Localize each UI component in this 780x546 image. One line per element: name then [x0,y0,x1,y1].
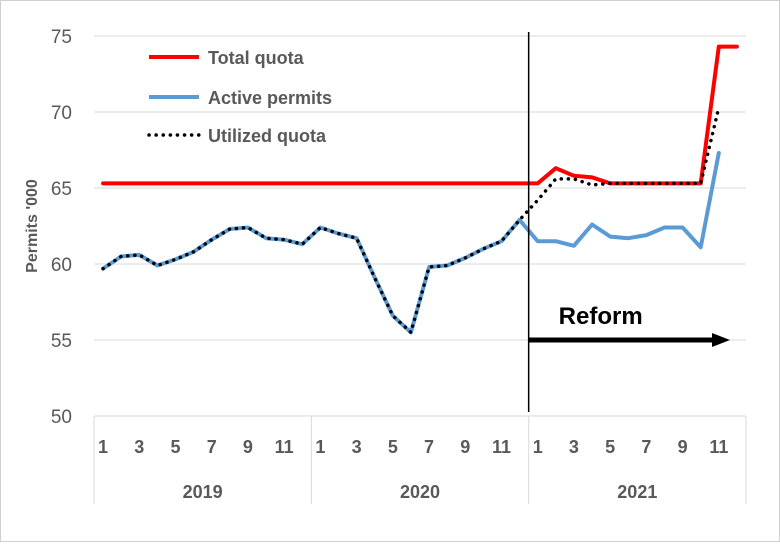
x-tick-label: 5 [605,437,615,457]
year-label: 2021 [617,482,657,502]
year-label: 2020 [400,482,440,502]
x-tick-label: 9 [243,437,253,457]
x-tick-label: 7 [207,437,217,457]
series-layer [101,44,739,335]
grid-layer [94,35,746,417]
legend-total-quota-label: Total quota [208,48,305,68]
x-tick-label: 5 [388,437,398,457]
x-tick-label: 5 [170,437,180,457]
y-tick-label: 55 [51,331,72,352]
y-tick-label: 60 [51,255,72,276]
x-tick-label: 11 [709,437,728,457]
y-tick-label: 65 [51,179,72,200]
annotation-layer: Reform [527,32,730,412]
x-tick-label: 1 [315,437,325,457]
y-tick-label: 50 [51,407,72,428]
x-tick-label: 9 [460,437,470,457]
y-tick-label: 75 [51,27,72,48]
series-line-utilized-quota [101,105,721,335]
legend-layer: Total quota Active permits Utilized quota [147,48,332,146]
x-tick-label: 11 [275,437,294,457]
reform-arrow-head [712,333,730,347]
x-tick-label: 1 [533,437,543,457]
year-label: 2019 [183,482,223,502]
x-tick-label: 3 [569,437,579,457]
x-tick-label: 7 [424,437,434,457]
x-tick-label: 9 [678,437,688,457]
legend-utilized-quota-label: Utilized quota [208,126,327,146]
legend-active-permits-label: Active permits [208,88,332,108]
y-axis-label: Permits '000 [24,179,41,273]
reform-label: Reform [559,303,643,330]
x-tick-label: 11 [492,437,511,457]
x-tick-label: 3 [352,437,362,457]
x-tick-label: 1 [98,437,108,457]
x-tick-label: 7 [641,437,651,457]
x-tick-label: 3 [134,437,144,457]
series-line-total-quota [101,44,739,186]
y-tick-label: 70 [51,103,72,124]
